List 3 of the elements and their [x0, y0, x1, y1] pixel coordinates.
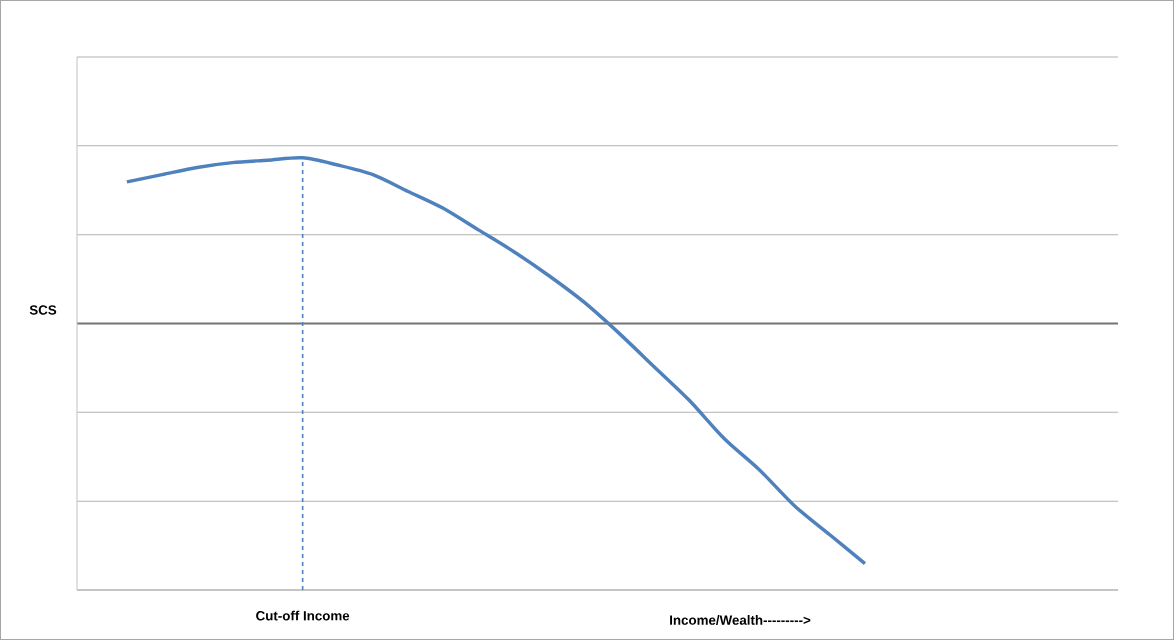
x-axis-title: Income/Wealth--------->: [670, 615, 811, 625]
y-axis-title: SCS: [29, 305, 57, 315]
text: Cut-off Income: [256, 610, 350, 621]
